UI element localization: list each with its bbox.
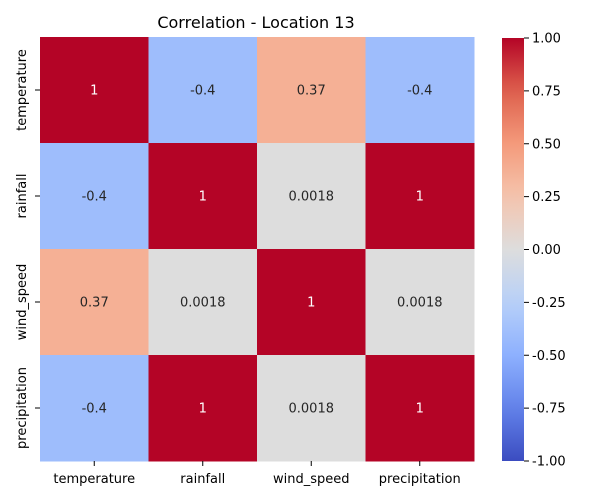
y-tick-label: wind_speed xyxy=(15,264,30,341)
colorbar-tick-label: -1.00 xyxy=(532,455,566,470)
heatmap-cell xyxy=(148,143,258,250)
colorbar-tick-label: 0.25 xyxy=(532,190,561,205)
x-tick-label: precipitation xyxy=(379,472,461,487)
heatmap-cell xyxy=(148,37,258,144)
cell-annotation: 0.0018 xyxy=(289,402,335,417)
cell-annotation: -0.4 xyxy=(190,84,215,99)
heatmap-cell xyxy=(365,143,475,250)
heatmap-cell xyxy=(257,37,366,144)
cell-annotation: -0.4 xyxy=(407,84,432,99)
y-tick-label: rainfall xyxy=(15,174,30,219)
y-tick-label: temperature xyxy=(15,49,30,131)
cell-annotation: 0.37 xyxy=(297,84,326,99)
cell-annotation: 0.0018 xyxy=(180,296,226,311)
x-axis-ticks: temperature rainfall wind_speed precipitati… xyxy=(53,461,461,487)
cell-annotation: 0.37 xyxy=(80,296,109,311)
heatmap-cell xyxy=(40,37,149,144)
y-axis-ticks: temperature rainfall wind_speed precipitati… xyxy=(15,49,40,449)
colorbar-ticks: -1.00 -0.75 -0.50 -0.25 0.00 0.25 0.50 0.75 1.00 xyxy=(524,32,566,470)
cell-annotation: -0.4 xyxy=(82,190,107,205)
cell-annotations: 1 -0.4 0.37 -0.4 -0.4 1 0.0018 1 0.37 0.0018 1 0.00… xyxy=(80,84,443,417)
heatmap-cell xyxy=(40,355,149,462)
colorbar-tick-label: 0.00 xyxy=(532,243,561,258)
heatmap-cell xyxy=(365,249,475,356)
colorbar-tick-label: -0.25 xyxy=(532,296,566,311)
colorbar-tick-label: 1.00 xyxy=(532,32,561,47)
x-tick-label: rainfall xyxy=(180,472,225,487)
cell-annotation: 1 xyxy=(90,84,98,99)
heatmap-cell xyxy=(257,143,366,250)
cell-annotation: 0.0018 xyxy=(289,190,335,205)
colorbar-tick-label: -0.75 xyxy=(532,402,566,417)
cell-annotation: 0.0018 xyxy=(397,296,443,311)
heatmap-cell xyxy=(148,355,258,462)
heatmap-cell xyxy=(257,249,366,356)
cell-annotation: 1 xyxy=(199,190,207,205)
cell-annotation: 1 xyxy=(307,296,315,311)
cell-annotation: -0.4 xyxy=(82,402,107,417)
cell-annotation: 1 xyxy=(199,402,207,417)
heatmap-cell xyxy=(148,249,258,356)
x-tick-label: wind_speed xyxy=(273,472,350,487)
heatmap-cell xyxy=(257,355,366,462)
y-tick-label: precipitation xyxy=(15,367,30,449)
x-tick-label: temperature xyxy=(53,472,135,487)
heatmap-cell xyxy=(40,249,149,356)
colorbar-tick-label: 0.50 xyxy=(532,137,561,152)
colorbar-tick-label: -0.50 xyxy=(532,349,566,364)
heatmap-cell xyxy=(365,37,475,144)
cell-annotation: 1 xyxy=(416,190,424,205)
heatmap-cells xyxy=(40,37,475,462)
colorbar-tick-label: 0.75 xyxy=(532,84,561,99)
chart-title: Correlation - Location 13 xyxy=(157,13,354,32)
colorbar xyxy=(502,38,524,461)
cell-annotation: 1 xyxy=(416,402,424,417)
heatmap-cell xyxy=(365,355,475,462)
heatmap-cell xyxy=(40,143,149,250)
